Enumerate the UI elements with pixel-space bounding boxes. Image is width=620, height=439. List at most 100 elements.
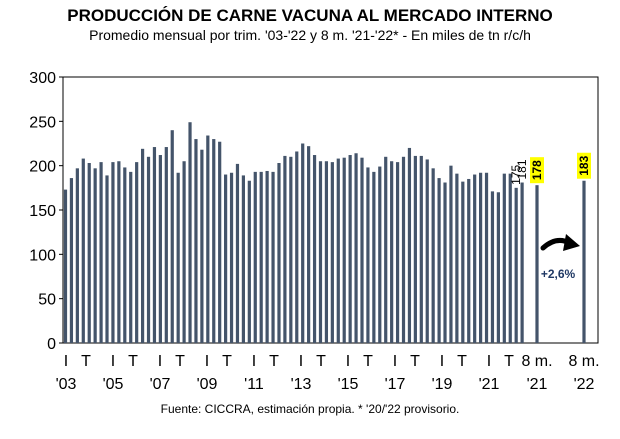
x-quarter-label: I [158, 353, 162, 370]
bar-quarter [425, 159, 429, 343]
bar-quarter [342, 157, 346, 343]
x-year-label: '17 [385, 376, 406, 393]
bar-quarter [520, 182, 524, 343]
data-label-highlight [577, 152, 591, 179]
bar-quarter [407, 147, 412, 343]
bar-quarter [348, 155, 352, 343]
bar-quarter [241, 175, 245, 343]
bar-quarter [229, 172, 234, 343]
bar-quarter [146, 156, 151, 343]
data-label-highlight [530, 157, 544, 184]
bar-quarter [395, 162, 400, 343]
bar-quarter [152, 147, 157, 343]
bar-quarter [484, 172, 489, 343]
bar-quarter [253, 171, 257, 343]
bar-quarter [295, 151, 299, 343]
bar-quarter [93, 168, 97, 343]
bar-data-label: 175 [509, 164, 523, 184]
x-quarter-label: I [346, 353, 350, 370]
x-quarter-label: T [269, 353, 279, 370]
bar-quarter [182, 161, 186, 343]
x-year-label: '05 [103, 376, 124, 393]
x-quarter-label: T [128, 353, 138, 370]
bar-quarter [437, 178, 441, 343]
bar-quarter [140, 148, 145, 343]
bar-quarter [265, 170, 269, 343]
x-quarter-label: I [111, 353, 115, 370]
bar-quarter [277, 163, 281, 343]
x-eight-month-year: '22 [574, 376, 595, 393]
bar-quarter [384, 156, 388, 343]
bar-quarter [158, 155, 162, 343]
bar-quarter [206, 135, 210, 343]
y-tick-label: 300 [29, 70, 56, 87]
chart-title: PRODUCCIÓN DE CARNE VACUNA AL MERCADO IN… [67, 6, 553, 25]
bar-quarter [259, 171, 263, 343]
bar-quarter [354, 153, 358, 343]
bar-quarter [455, 173, 459, 343]
bar-quarter [378, 166, 382, 343]
x-year-label: '03 [56, 376, 77, 393]
x-quarter-label: T [316, 353, 326, 370]
bar-quarter [135, 162, 139, 343]
y-tick-label: 200 [29, 159, 56, 176]
x-year-label: '13 [291, 376, 312, 393]
bar-quarter [224, 174, 228, 343]
bar-quarter [413, 155, 417, 343]
bar-quarter [514, 187, 518, 343]
bar-quarter [390, 161, 394, 343]
chart-subtitle: Promedio mensual por trim. '03-'22 y 8 m… [89, 27, 531, 43]
x-eight-month-label: 8 m. [521, 353, 552, 370]
y-tick-label: 250 [29, 114, 56, 131]
bar-quarter [271, 171, 275, 343]
bar-quarter [467, 178, 471, 343]
bar-quarter [324, 161, 329, 343]
bar-quarter [63, 189, 68, 343]
bar-quarter [330, 162, 334, 343]
bar-quarter [419, 155, 423, 343]
bar-quarter [75, 168, 79, 343]
bar-quarter [502, 173, 506, 343]
bar-quarter [129, 171, 133, 343]
chart-source: Fuente: CICCRA, estimación propia. * '20… [160, 402, 460, 416]
x-quarter-label: T [504, 353, 514, 370]
x-eight-month-label: 8 m. [568, 353, 599, 370]
bar-quarter [461, 181, 465, 343]
bar-quarter [401, 156, 406, 343]
x-year-label: '19 [432, 376, 453, 393]
bar-quarter [312, 155, 317, 343]
bar-quarter [301, 143, 305, 343]
y-tick-label: 150 [29, 203, 56, 220]
x-quarter-label: T [222, 353, 232, 370]
bar-quarter [496, 192, 500, 343]
x-eight-month-year: '21 [527, 376, 548, 393]
x-quarter-label: T [457, 353, 467, 370]
x-quarter-label: T [363, 353, 373, 370]
x-quarter-label: T [410, 353, 420, 370]
bar-quarter [123, 167, 127, 343]
bar-quarter [443, 182, 447, 343]
bar-quarter [431, 168, 435, 343]
x-quarter-label: I [299, 353, 303, 370]
x-year-label: '11 [244, 376, 264, 393]
x-quarter-label: I [205, 353, 209, 370]
bar-quarter [170, 130, 174, 343]
eight-month-data-label: 178 [530, 160, 544, 180]
bar-quarter [490, 191, 495, 343]
bar-quarter [218, 141, 222, 343]
bar-quarter [194, 139, 198, 343]
bar-quarter [508, 173, 512, 343]
y-tick-label: 50 [38, 292, 56, 309]
bar-quarter [318, 161, 323, 343]
x-year-label: '09 [197, 376, 218, 393]
x-quarter-label: I [487, 353, 491, 370]
x-year-label: '15 [338, 376, 359, 393]
growth-annotation: +2,6% [541, 267, 576, 281]
bar-quarter [188, 122, 192, 343]
bar-quarter [307, 146, 311, 343]
bar-quarter [336, 158, 340, 343]
bar-quarter [200, 149, 204, 343]
x-quarter-label: I [440, 353, 444, 370]
bar-quarter [81, 158, 85, 343]
